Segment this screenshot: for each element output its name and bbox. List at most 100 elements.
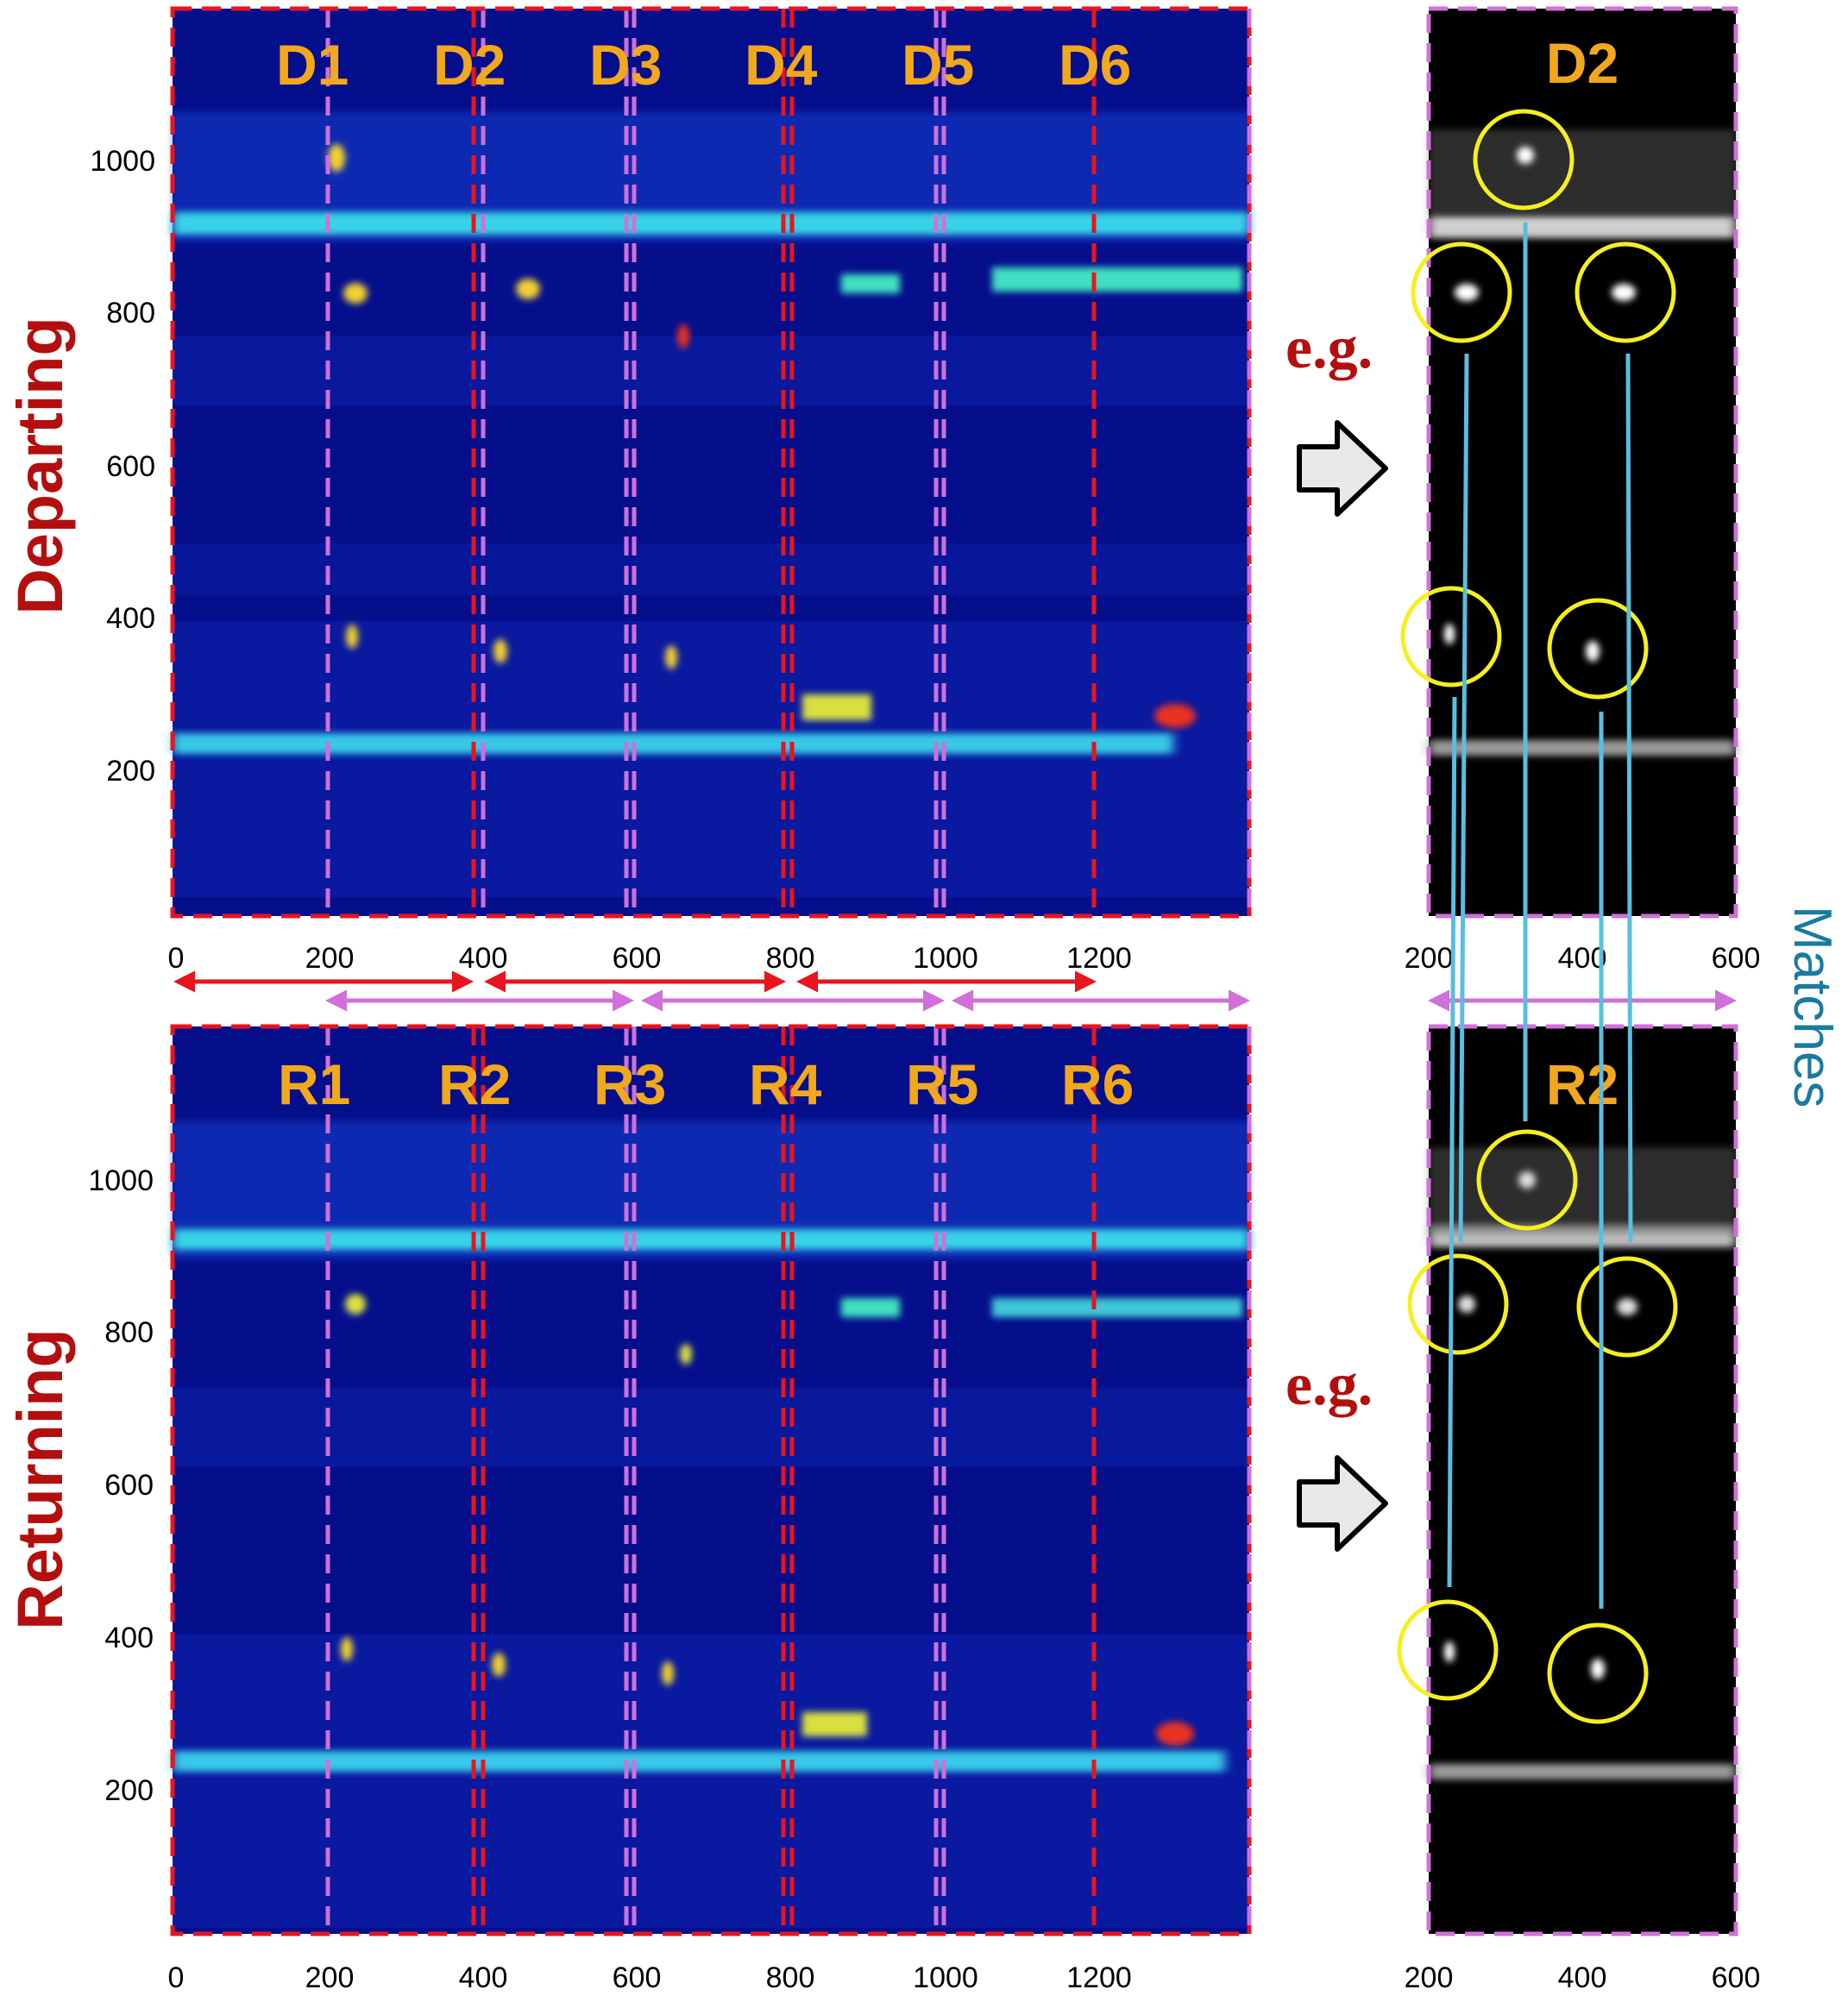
departing-segment-lines: [325, 9, 1097, 916]
returning-x-tick: 1200: [1066, 1961, 1132, 1994]
zoom-d2-noise: [1429, 129, 1736, 216]
departing-x-tick: 200: [305, 942, 355, 975]
zoom-d2-x-tick: 400: [1558, 942, 1607, 975]
returning-x-tick: 600: [613, 1961, 662, 1994]
zoom-r2-blob: [1518, 1171, 1536, 1189]
segment-label-D6: D6: [1059, 33, 1131, 97]
zoom-r2-blob: [1591, 1659, 1605, 1679]
right-arrow-icon: [1297, 1455, 1388, 1552]
returning-side-label: Returning: [4, 1328, 76, 1629]
segment-label-D2: D2: [433, 33, 506, 97]
zoom-r2-x-tick: 400: [1558, 1961, 1607, 1994]
right-arrow-icon: [1297, 420, 1388, 517]
segment-label-D3: D3: [589, 33, 662, 97]
zoom-panel-departing: D2 200 400 600: [1400, 6, 1760, 975]
departing-spot-1: [346, 624, 358, 649]
highlight-circle: [1407, 1253, 1509, 1355]
segment-label-D4: D4: [745, 33, 818, 97]
zoom-r2-x-tick: 200: [1405, 1961, 1454, 1994]
returning-spot-5: [680, 1344, 692, 1365]
zoom-d2-band-upper: [1429, 216, 1736, 238]
zoom-d2-blob: [1586, 641, 1600, 662]
returning-y-tick: 600: [104, 1469, 154, 1502]
returning-y-tick: 1000: [88, 1164, 154, 1197]
returning-x-tick: 1000: [913, 1961, 978, 1994]
returning-spot-3: [662, 1661, 674, 1685]
segment-range-arrows: [173, 970, 1250, 1012]
departing-x-tick: 1000: [913, 942, 978, 975]
segment-label-D1: D1: [276, 33, 349, 97]
departing-spot-3: [665, 645, 677, 669]
segment-label-R4: R4: [749, 1052, 822, 1116]
highlight-circle: [1576, 1256, 1678, 1358]
zoom-r2-noise: [1429, 1147, 1736, 1233]
departing-pad-1: [841, 274, 900, 293]
returning-panel: R1 R2 R3 R4 R5 R6 1000 800 600 400 200 0…: [4, 1024, 1252, 1994]
zoom-d2-blob: [1517, 147, 1534, 164]
zoom-r2-band-lower: [1429, 1764, 1736, 1779]
departing-x-tick: 400: [459, 942, 508, 975]
departing-spot-4: [343, 283, 368, 304]
departing-spot-5: [516, 279, 540, 299]
departing-x-tick: 600: [613, 942, 662, 975]
match-line: [1625, 353, 1633, 1243]
zoom-d2-frame: [1426, 6, 1738, 919]
returning-x-tick: 0: [168, 1961, 185, 1994]
departing-y-tick: 1000: [90, 145, 155, 178]
highlight-circle: [1547, 1622, 1649, 1724]
departing-noise-bottom: [173, 621, 1249, 897]
returning-segment-lines: [325, 1026, 1097, 1934]
departing-band-lower: [173, 733, 1173, 754]
zoom-r2-blob: [1458, 1296, 1475, 1313]
returning-pad-2: [992, 1298, 1242, 1317]
segment-label-R5: R5: [906, 1052, 978, 1116]
departing-pad-3: [802, 694, 871, 720]
highlight-circle: [1400, 586, 1502, 687]
matches-label: Matches: [1782, 906, 1842, 1108]
departing-y-tick: 200: [106, 755, 155, 788]
departing-spot-6: [328, 144, 345, 172]
highlight-circle: [1473, 109, 1575, 210]
segment-label-D5: D5: [902, 33, 974, 97]
zoom-d2-blob: [1455, 284, 1479, 301]
highlight-circle: [1575, 242, 1676, 343]
departing-dim-band-2: [173, 543, 1249, 595]
returning-pad-3: [802, 1712, 867, 1736]
match-line: [1447, 696, 1457, 1588]
returning-noise-bottom: [173, 1635, 1249, 1928]
zoom-r2-blob: [1444, 1641, 1455, 1662]
zoom-panel-returning: R2 200 400 600: [1397, 1024, 1761, 1994]
departing-panel: D1 D2 D3 D4 D5 D6 1000 800 600 400 200 0…: [4, 6, 1252, 975]
departing-x-tick: 1200: [1066, 942, 1132, 975]
returning-hotspot-1: [1156, 1722, 1194, 1746]
returning-spot-2: [492, 1653, 506, 1677]
departing-band-upper: [173, 212, 1249, 235]
returning-band-lower: [173, 1751, 1225, 1772]
zoom-d2-blob: [1612, 284, 1636, 301]
zoom-d2-x-tick: 200: [1405, 942, 1454, 975]
zoom-d2-label: D2: [1546, 31, 1619, 95]
returning-y-tick: 400: [104, 1622, 154, 1654]
highlight-circle: [1476, 1129, 1578, 1231]
zoom-r2-frame: [1426, 1024, 1738, 1936]
returning-x-tick: 200: [305, 1961, 355, 1994]
returning-pad-1: [841, 1298, 900, 1317]
highlight-circle: [1411, 242, 1512, 343]
zoom-d2-band-lower: [1429, 740, 1736, 756]
segment-label-R6: R6: [1061, 1052, 1134, 1116]
departing-dim-band: [173, 336, 1249, 405]
departing-y-tick: 600: [106, 450, 155, 483]
zoom-r2-label: R2: [1546, 1052, 1619, 1116]
departing-y-tick: 800: [106, 297, 155, 329]
segment-label-R3: R3: [594, 1052, 666, 1116]
returning-x-tick: 800: [766, 1961, 815, 1994]
zoom-r2-x-tick: 600: [1712, 1961, 1761, 1994]
departing-x-tick: 0: [168, 942, 185, 975]
highlight-circle: [1547, 598, 1649, 700]
zoom-r2-blob: [1617, 1298, 1637, 1315]
returning-band-upper: [173, 1229, 1249, 1250]
departing-side-label: Departing: [4, 317, 76, 614]
highlight-circle: [1397, 1599, 1499, 1701]
match-line: [1458, 353, 1469, 1243]
